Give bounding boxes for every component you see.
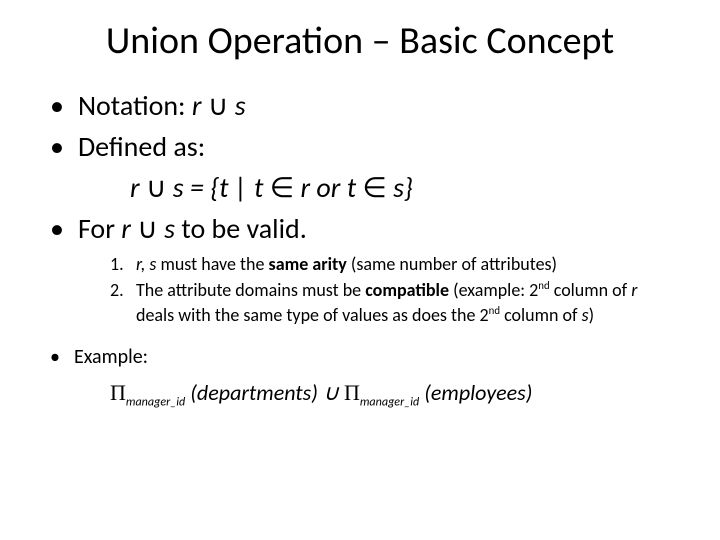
def-r: r	[130, 170, 146, 205]
n2-k: )	[589, 304, 594, 326]
bullet-dot-icon: •	[50, 88, 64, 123]
bullet-defined-as: • Defined as:	[50, 129, 680, 164]
validity-text: For r ∪ s to be valid.	[78, 211, 307, 246]
notation-label: Notation:	[78, 88, 192, 123]
n2-sup1: nd	[538, 279, 549, 292]
slide-title: Union Operation – Basic Concept	[40, 18, 680, 64]
pi-symbol: Π	[110, 380, 126, 405]
for-label: For	[78, 211, 121, 246]
element-of-symbol: ∈	[270, 173, 294, 204]
numbered-1-text: r, s must have the same arity (same numb…	[136, 252, 557, 276]
var-s: s	[235, 88, 246, 123]
bullet-dot-icon: •	[50, 129, 64, 164]
var-r: r	[121, 211, 131, 246]
departments-text: (departments)	[190, 379, 323, 406]
bullet-validity: • For r ∪ s to be valid.	[50, 211, 680, 246]
numbered-item-2: 2. The attribute domains must be compati…	[110, 278, 680, 327]
n1-must: must have the	[160, 253, 268, 275]
n2-r: r	[631, 279, 637, 301]
n1-samearity: same arity	[269, 253, 347, 275]
bullet-dot-icon: •	[50, 345, 60, 369]
number-label: 1.	[110, 252, 128, 276]
union-symbol: ∪	[146, 173, 167, 204]
n2-g: deals with the same type of values as do…	[136, 304, 489, 326]
n2-e: column of	[550, 279, 632, 301]
var-s: s	[164, 211, 175, 246]
n2-a: The attribute domains must be	[136, 279, 365, 301]
def-suffix: s}	[393, 170, 413, 205]
element-of-symbol: ∈	[362, 173, 386, 204]
var-r: r	[192, 88, 202, 123]
numbered-2-text: The attribute domains must be compatible…	[136, 278, 676, 327]
pi-subscript: manager_id	[126, 394, 185, 409]
n2-s: s	[582, 304, 589, 326]
numbered-item-1: 1. r, s must have the same arity (same n…	[110, 252, 680, 276]
def-mid1: s = {t | t	[173, 170, 270, 205]
n2-i: column of	[500, 304, 582, 326]
def-mid2: r or t	[300, 170, 362, 205]
employees-text: (employees)	[424, 379, 532, 406]
example-label: Example:	[74, 345, 148, 369]
definition-line: r ∪ s = {t | t ∈ r or t ∈ s}	[130, 170, 680, 205]
bullet-dot-icon: •	[50, 211, 64, 246]
number-label: 2.	[110, 278, 128, 327]
n1-rs: r, s	[136, 253, 156, 275]
defined-as-label: Defined as:	[78, 129, 205, 164]
n2-sup2: nd	[489, 304, 500, 317]
bullet-notation: • Notation: r ∪ s	[50, 88, 680, 123]
pi-subscript: manager_id	[360, 394, 419, 409]
example-expression: Πmanager_id (departments) ∪ Πmanager_id …	[110, 379, 680, 409]
union-symbol: ∪	[323, 380, 339, 405]
notation-text: Notation: r ∪ s	[78, 88, 246, 123]
union-symbol: ∪	[137, 214, 158, 245]
n1-paren: (same number of attributes)	[351, 253, 557, 275]
n2-c: (example: 2	[449, 279, 538, 301]
for-suffix: to be valid.	[181, 211, 306, 246]
slide-container: Union Operation – Basic Concept • Notati…	[0, 0, 720, 540]
n2-compatible: compatible	[365, 279, 449, 301]
bullet-example: • Example:	[50, 345, 680, 369]
union-symbol: ∪	[208, 91, 229, 122]
pi-symbol: Π	[344, 380, 360, 405]
